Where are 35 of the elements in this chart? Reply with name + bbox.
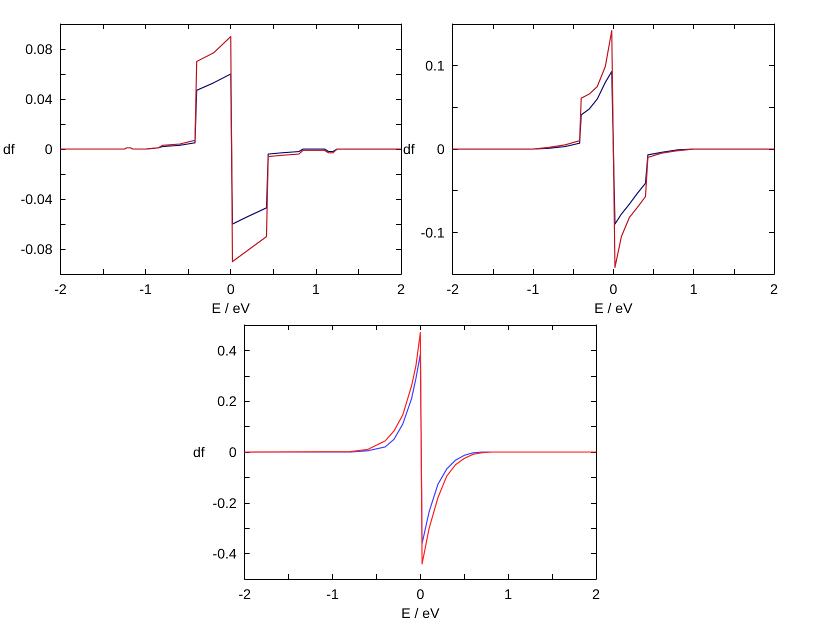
x-tick-label: 2 — [770, 281, 778, 298]
y-tick-label: 0.2 — [217, 393, 237, 410]
x-tick-label: -1 — [139, 281, 152, 298]
x-tick-label: -1 — [326, 586, 339, 602]
x-tick-label: 0 — [609, 281, 618, 298]
y-tick-label: 0 — [44, 141, 53, 158]
x-tick-label: -2 — [238, 586, 252, 602]
x-tick-label: -1 — [526, 281, 540, 298]
y-tick-label: -0.1 — [420, 224, 445, 240]
y-tick-label: 0 — [228, 444, 237, 460]
x-tick-label: 1 — [312, 281, 320, 298]
y-tick-label: -0.4 — [212, 546, 237, 562]
y-tick-label: 0.4 — [217, 342, 237, 358]
x-tick-label: 2 — [592, 586, 600, 602]
y-axis-title: df — [192, 444, 205, 460]
line-series — [452, 30, 775, 268]
y-tick-label: -0.04 — [20, 191, 53, 208]
y-tick-label: -0.08 — [20, 241, 53, 258]
x-tick-label: 1 — [504, 586, 512, 602]
line-series — [60, 36, 402, 262]
x-axis-title: E / eV — [594, 300, 634, 316]
x-tick-label: 2 — [397, 281, 406, 298]
x-tick-label: 1 — [690, 281, 698, 298]
y-tick-label: 0.1 — [425, 58, 445, 74]
y-tick-label: 0 — [436, 141, 445, 158]
y-axis-title: df — [402, 141, 415, 158]
y-tick-label: -0.2 — [212, 494, 237, 511]
y-axis-title: df — [2, 141, 15, 158]
y-tick-label: 0.08 — [25, 41, 53, 58]
x-tick-label: -2 — [54, 281, 67, 298]
x-axis-title: E / eV — [212, 300, 250, 316]
y-tick-label: 0.04 — [25, 91, 53, 108]
x-axis-title: E / eV — [401, 605, 440, 621]
line-series — [244, 332, 597, 564]
x-tick-label: -2 — [446, 281, 460, 298]
